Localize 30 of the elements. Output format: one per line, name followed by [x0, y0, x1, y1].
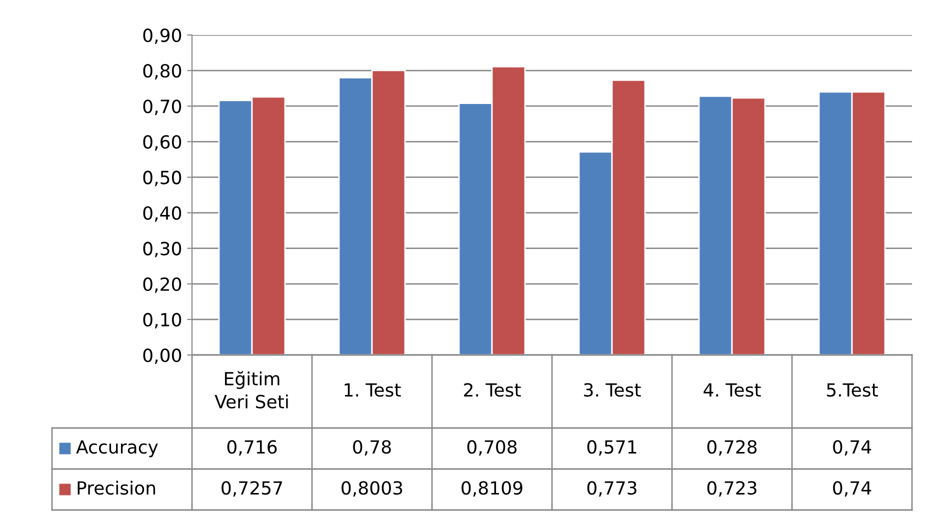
- data-label: 0,74: [833, 481, 872, 497]
- data-label: 0,716: [227, 440, 277, 456]
- data-label: 0,8109: [462, 481, 522, 497]
- y-tick-label: 0,70: [143, 100, 182, 116]
- x-tick-label: Eğitim Veri Seti: [214, 371, 288, 408]
- data-label: 0,8003: [342, 481, 402, 497]
- data-label: 0,78: [353, 440, 391, 456]
- data-label: 0,571: [587, 440, 636, 456]
- y-tick-label: 0,30: [143, 242, 182, 258]
- data-label: 0,7257: [222, 481, 282, 497]
- y-tick-label: 0,10: [143, 312, 182, 328]
- y-tick-label: 0,20: [143, 277, 182, 293]
- y-tick-label: 0,60: [143, 135, 182, 151]
- x-tick-label: 4. Test: [704, 383, 761, 397]
- x-tick-label: 2. Test: [464, 383, 521, 397]
- y-tick-label: 0,90: [143, 28, 182, 44]
- x-tick-label: 1. Test: [344, 383, 401, 397]
- x-tick-label: 5.Test: [827, 383, 878, 397]
- data-label: 0,74: [833, 440, 872, 456]
- y-tick-label: 0,50: [143, 170, 182, 186]
- data-label: 0,723: [707, 481, 756, 497]
- legend-label: Accuracy: [76, 440, 158, 458]
- data-label: 0,728: [707, 440, 757, 456]
- y-tick-label: 0,80: [143, 64, 182, 80]
- legend-label: Precision: [78, 480, 156, 495]
- y-tick-label: 0,00: [143, 348, 182, 364]
- y-tick-label: 0,40: [143, 206, 182, 222]
- data-label: 0,773: [587, 481, 636, 497]
- data-label: 0,708: [467, 440, 517, 456]
- x-tick-label: 3. Test: [584, 383, 641, 397]
